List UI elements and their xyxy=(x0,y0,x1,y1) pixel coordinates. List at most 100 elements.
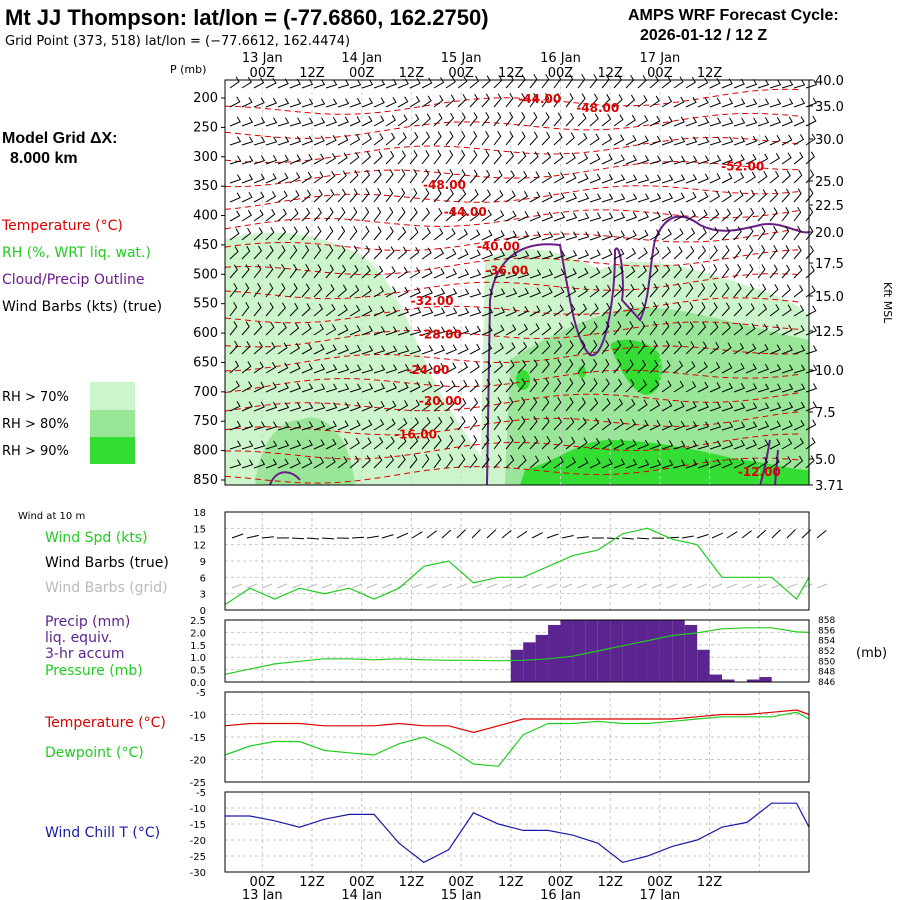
pressure-tick-label: 700 xyxy=(193,385,218,400)
wind-barb xyxy=(805,206,814,222)
wind-barb xyxy=(517,359,527,374)
wind-barb xyxy=(277,382,289,393)
precip-bar xyxy=(585,620,598,682)
wind-barb xyxy=(445,362,457,374)
wind-barb xyxy=(409,287,421,298)
wind-barb xyxy=(529,359,538,374)
wind-barb xyxy=(589,358,598,374)
height-ticks: 40.0 35.0 30.0 25.0 22.5 20.0 17.5 15.0 12.5 10.0… xyxy=(809,74,844,494)
wind-barb xyxy=(313,363,326,374)
wind-barb xyxy=(577,193,590,203)
wind-barb xyxy=(421,381,433,393)
wind-barb xyxy=(541,436,551,450)
wind-barb xyxy=(721,172,733,184)
wind-barb xyxy=(445,268,457,279)
wind-barb xyxy=(601,193,614,203)
temperature-label: -24.00 xyxy=(406,363,449,377)
precip-bar xyxy=(746,679,760,682)
wind-barb xyxy=(253,282,262,298)
top-date-label: 17 Jan xyxy=(640,51,681,66)
true-wind-barb xyxy=(606,537,620,540)
wind-barb xyxy=(505,131,514,146)
wind-barb xyxy=(493,250,506,260)
wind-barb xyxy=(241,282,250,298)
wind-barb xyxy=(469,169,478,184)
wind-barb xyxy=(409,435,419,450)
wind-barb xyxy=(565,250,578,260)
panel-y-tick: -20 xyxy=(190,756,206,767)
wind-barb xyxy=(685,155,698,165)
wind-barb xyxy=(409,95,421,108)
wind-barb xyxy=(757,323,768,336)
wind-barb xyxy=(445,169,454,184)
wind-barb xyxy=(781,134,793,146)
precip-bar xyxy=(697,649,710,682)
precip-bar xyxy=(647,620,660,682)
grid-wind-barb xyxy=(501,583,513,589)
wind-barb xyxy=(565,268,577,279)
wind-barb xyxy=(373,325,386,336)
bottom-date-label: 14 Jan xyxy=(341,888,382,900)
pressure-tick-label: 852 xyxy=(818,647,835,657)
wind-barb xyxy=(385,169,394,184)
wind-barb xyxy=(517,455,527,469)
wind-barb xyxy=(517,396,526,412)
wind-barb xyxy=(625,174,638,184)
wind-barb xyxy=(697,341,707,355)
wind-barb xyxy=(577,173,589,184)
bottom-time-axis: 00Z 12Z 00Z 12Z 00Z 12Z 00Z 12Z 00Z 12Z 13 Jan 14 J… xyxy=(242,875,722,900)
wind-barb xyxy=(277,402,290,412)
wind-chill-panel: -5 -10 -15 -20 -25 -30 xyxy=(190,788,810,879)
pressure-tick-label: 850 xyxy=(193,473,218,488)
wind-barb xyxy=(577,267,589,279)
wind-barb xyxy=(529,112,538,127)
wind-barb xyxy=(337,402,350,412)
wind-barb xyxy=(373,79,386,89)
wind-barb xyxy=(757,135,769,146)
wind-barb xyxy=(685,302,694,317)
wind-barb xyxy=(697,440,710,450)
wind-barb xyxy=(745,226,754,241)
rh-shading xyxy=(225,232,809,485)
wind-barb xyxy=(733,439,746,450)
wind-barb xyxy=(313,135,325,146)
dewpoint-line xyxy=(224,711,810,767)
precip-bar xyxy=(610,620,623,682)
wind-barb xyxy=(493,210,505,222)
wind-barb xyxy=(493,190,504,203)
pressure-tick-label: 800 xyxy=(193,444,218,459)
wind-barb xyxy=(733,458,745,469)
grid-wind-barb xyxy=(711,583,723,589)
wind-barb xyxy=(301,402,314,412)
wind-barb xyxy=(457,149,466,165)
wind-barb xyxy=(517,211,529,222)
wind-barb xyxy=(421,227,431,241)
wind-barb xyxy=(577,340,586,355)
panel-y-tick: 12 xyxy=(193,541,206,552)
wind-barb xyxy=(385,382,397,393)
wind-barb xyxy=(565,322,575,336)
wind-barb xyxy=(493,93,502,108)
wind-barb xyxy=(649,155,662,165)
wind-barb xyxy=(385,187,394,203)
wind-barb xyxy=(757,207,766,222)
wind-barb xyxy=(601,378,610,393)
wind-barb xyxy=(661,192,674,203)
precip-bar xyxy=(722,679,735,682)
wind-barb xyxy=(301,117,314,127)
true-wind-barb xyxy=(516,530,528,539)
wind-barb xyxy=(253,209,264,222)
wind-barb xyxy=(301,98,314,108)
wind-barb xyxy=(481,361,492,374)
wind-barb xyxy=(301,457,313,469)
temperature-label: -12.00 xyxy=(738,465,781,479)
wind-barb xyxy=(745,283,754,298)
wind-barb xyxy=(397,132,407,146)
wind-barb xyxy=(313,383,326,393)
wind-barb xyxy=(745,189,756,203)
wind-barb xyxy=(769,79,782,89)
pressure-unit: (mb) xyxy=(856,646,887,661)
wind-barb xyxy=(397,454,406,469)
wind-barb xyxy=(721,98,734,108)
wind-barb xyxy=(397,400,409,412)
